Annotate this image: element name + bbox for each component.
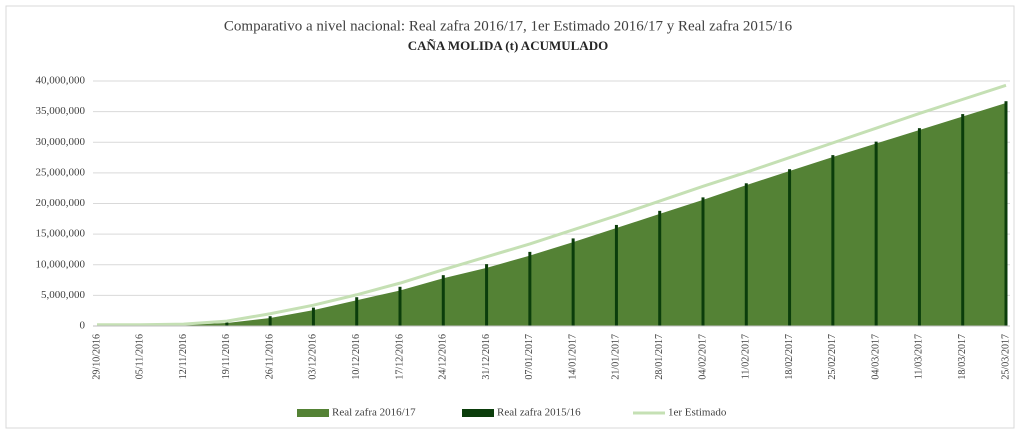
bar	[485, 264, 489, 326]
y-tick-label: 20,000,000	[36, 197, 86, 209]
bar	[614, 224, 618, 326]
y-tick-label: 30,000,000	[36, 136, 86, 148]
x-tick-label: 29/10/2016	[91, 334, 102, 380]
y-tick-label: 0	[80, 320, 86, 332]
x-tick-label: 07/01/2017	[524, 334, 535, 380]
x-tick-label: 19/11/2016	[221, 334, 232, 379]
x-tick-label: 14/01/2017	[567, 334, 578, 380]
bar	[788, 169, 792, 326]
x-tick-label: 03/12/2016	[308, 334, 319, 380]
x-tick-label: 05/11/2016	[135, 334, 146, 379]
bar	[831, 155, 835, 326]
legend-label: Real zafra 2016/17	[332, 407, 416, 419]
x-tick-label: 18/02/2017	[784, 334, 795, 380]
x-tick-label: 12/11/2016	[178, 334, 189, 379]
y-tick-label: 40,000,000	[36, 75, 86, 87]
bar	[658, 210, 662, 326]
y-tick-label: 10,000,000	[36, 258, 86, 270]
bar	[571, 238, 575, 326]
y-tick-label: 35,000,000	[36, 105, 86, 117]
bar	[355, 297, 359, 326]
bar	[311, 307, 315, 326]
x-tick-label: 17/12/2016	[394, 334, 405, 380]
y-tick-label: 25,000,000	[36, 166, 86, 178]
x-tick-label: 11/03/2017	[914, 334, 925, 379]
x-tick-label: 21/01/2017	[611, 334, 622, 380]
bar	[1004, 101, 1008, 327]
y-tick-label: 15,000,000	[36, 228, 86, 240]
x-tick-label: 04/03/2017	[870, 334, 881, 380]
bar	[441, 275, 445, 326]
chart-title: Comparativo a nivel nacional: Real zafra…	[224, 18, 793, 34]
x-tick-label: 11/02/2017	[741, 334, 752, 379]
area	[97, 103, 1006, 326]
bar	[744, 183, 748, 326]
x-tick-label: 04/02/2017	[697, 334, 708, 380]
legend-label: Real zafra 2015/16	[497, 407, 581, 419]
x-tick-label: 10/12/2016	[351, 334, 362, 380]
bar	[398, 286, 402, 326]
legend-swatch	[462, 409, 494, 417]
legend-label: 1er Estimado	[668, 407, 727, 419]
bar	[528, 251, 532, 326]
y-tick-label: 5,000,000	[41, 289, 86, 301]
x-tick-label: 25/03/2017	[1000, 334, 1011, 380]
bar	[874, 141, 878, 326]
bar	[917, 128, 921, 326]
bar	[701, 197, 705, 326]
line	[97, 83, 1007, 327]
bar	[268, 316, 272, 326]
x-tick-label: 24/12/2016	[438, 334, 449, 380]
bar	[225, 322, 229, 326]
x-tick-label: 18/03/2017	[957, 334, 968, 380]
chart-subtitle: CAÑA MOLIDA (t) ACUMULADO	[408, 38, 608, 53]
legend-swatch	[297, 409, 329, 417]
x-tick-label: 25/02/2017	[827, 334, 838, 380]
x-tick-label: 26/11/2016	[264, 334, 275, 379]
bar	[961, 114, 965, 326]
x-tick-label: 31/12/2016	[481, 334, 492, 380]
x-tick-label: 28/01/2017	[654, 334, 665, 380]
